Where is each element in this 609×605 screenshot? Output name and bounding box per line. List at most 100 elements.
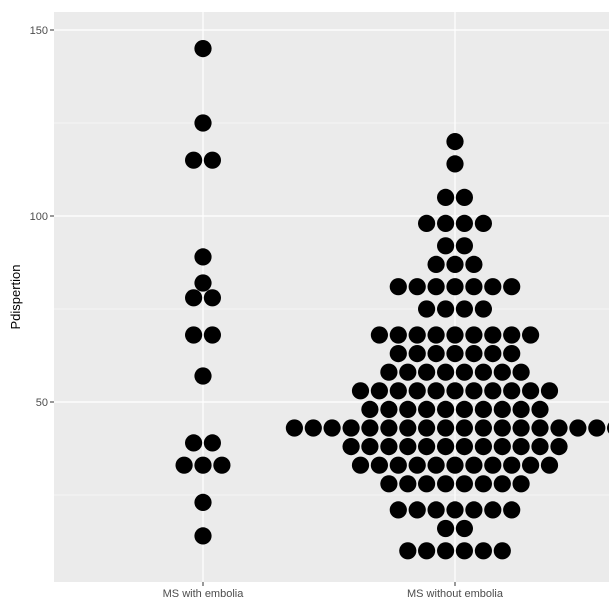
data-point [446, 326, 464, 344]
data-point [408, 382, 426, 400]
data-point [285, 419, 303, 437]
data-point [455, 363, 473, 381]
data-point [437, 363, 455, 381]
data-point [503, 501, 521, 519]
data-point [512, 363, 530, 381]
data-point [446, 456, 464, 474]
data-point [399, 363, 417, 381]
data-point [465, 382, 483, 400]
data-point [418, 542, 436, 560]
data-point [503, 345, 521, 363]
data-point [194, 274, 212, 292]
data-point [437, 519, 455, 538]
data-point [418, 419, 436, 437]
data-point [503, 326, 521, 344]
data-point [399, 419, 417, 437]
data-point [474, 438, 492, 456]
data-point [194, 493, 212, 511]
data-point [389, 278, 407, 296]
data-point [550, 419, 568, 437]
data-point [531, 400, 549, 418]
plot-panel [54, 12, 609, 582]
data-point [389, 345, 407, 363]
data-point [503, 382, 521, 400]
data-point [569, 419, 587, 437]
data-point [465, 255, 483, 273]
data-point [437, 438, 455, 456]
data-point [427, 501, 445, 519]
data-point [474, 363, 492, 381]
data-point [203, 434, 221, 452]
data-point [493, 419, 511, 437]
data-point [408, 456, 426, 474]
data-point [455, 188, 473, 206]
data-point [465, 456, 483, 474]
data-point [446, 345, 464, 363]
data-point [437, 214, 455, 232]
data-point [304, 419, 322, 437]
x-axis: MS with embolia MS without embolia [163, 582, 504, 600]
data-point [474, 400, 492, 418]
data-point [484, 456, 502, 474]
data-point [588, 419, 606, 437]
data-point [380, 438, 398, 456]
data-point [399, 475, 417, 493]
data-point [418, 363, 436, 381]
data-point [399, 400, 417, 418]
y-axis: 50 100 150 [30, 25, 54, 409]
data-point [185, 151, 203, 169]
data-point [484, 326, 502, 344]
data-points [175, 40, 609, 560]
data-point [493, 475, 511, 493]
data-point [493, 363, 511, 381]
data-point [213, 456, 231, 474]
data-point [351, 456, 370, 474]
data-point [408, 501, 426, 519]
data-point [380, 475, 398, 493]
data-point [522, 382, 540, 400]
data-point [418, 438, 436, 456]
data-point [522, 326, 540, 344]
data-point [512, 419, 530, 437]
data-point [342, 419, 360, 437]
data-point [437, 300, 455, 318]
data-point [512, 438, 530, 456]
data-point [351, 382, 370, 400]
data-point [503, 456, 521, 474]
data-point [427, 326, 445, 344]
data-point [540, 382, 559, 400]
data-point [531, 419, 549, 437]
data-point [437, 237, 455, 255]
data-point [493, 438, 511, 456]
data-point [455, 419, 473, 437]
data-point [399, 438, 417, 456]
data-point [427, 345, 445, 363]
data-point [370, 382, 388, 400]
data-point [389, 326, 407, 344]
data-point [455, 519, 473, 538]
data-point [203, 151, 221, 169]
data-point [418, 400, 436, 418]
data-point [389, 382, 407, 400]
data-point [493, 542, 511, 560]
data-point [455, 438, 473, 456]
data-point [446, 501, 464, 519]
data-point [446, 155, 464, 173]
data-point [474, 419, 492, 437]
data-point [484, 382, 502, 400]
data-point [484, 278, 502, 296]
data-point [512, 475, 530, 493]
data-point [455, 214, 473, 232]
y-axis-title: Pdispertion [8, 264, 23, 329]
data-point [455, 475, 473, 493]
data-point [427, 382, 445, 400]
data-point [455, 542, 473, 560]
data-point [194, 114, 212, 132]
data-point [484, 501, 502, 519]
grid-lines [54, 12, 609, 582]
data-point [194, 527, 212, 545]
data-point [465, 278, 483, 296]
data-point [399, 542, 417, 560]
